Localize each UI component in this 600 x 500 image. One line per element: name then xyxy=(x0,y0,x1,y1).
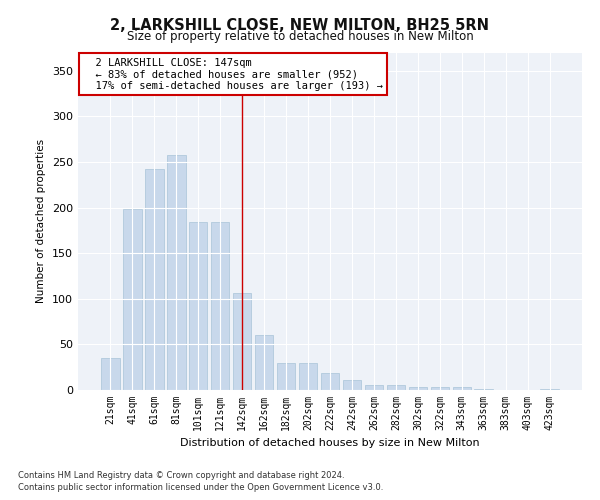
Text: Contains HM Land Registry data © Crown copyright and database right 2024.: Contains HM Land Registry data © Crown c… xyxy=(18,470,344,480)
Bar xyxy=(452,388,471,390)
Bar xyxy=(233,294,251,390)
Bar xyxy=(167,154,185,390)
Bar xyxy=(189,222,208,390)
Y-axis label: Number of detached properties: Number of detached properties xyxy=(37,139,46,304)
X-axis label: Distribution of detached houses by size in New Milton: Distribution of detached houses by size … xyxy=(180,438,480,448)
Text: Size of property relative to detached houses in New Milton: Size of property relative to detached ho… xyxy=(127,30,473,43)
Bar xyxy=(299,362,317,390)
Bar xyxy=(475,389,493,390)
Bar xyxy=(386,384,405,390)
Bar xyxy=(343,380,361,390)
Text: 2 LARKSHILL CLOSE: 147sqm
  ← 83% of detached houses are smaller (952)
  17% of : 2 LARKSHILL CLOSE: 147sqm ← 83% of detac… xyxy=(83,58,383,91)
Bar xyxy=(409,388,427,390)
Bar xyxy=(431,388,449,390)
Bar xyxy=(255,336,274,390)
Bar xyxy=(101,358,119,390)
Bar xyxy=(277,362,295,390)
Text: Contains public sector information licensed under the Open Government Licence v3: Contains public sector information licen… xyxy=(18,483,383,492)
Bar xyxy=(320,372,340,390)
Bar xyxy=(123,210,142,390)
Bar xyxy=(211,222,229,390)
Text: 2, LARKSHILL CLOSE, NEW MILTON, BH25 5RN: 2, LARKSHILL CLOSE, NEW MILTON, BH25 5RN xyxy=(110,18,490,32)
Bar xyxy=(365,384,383,390)
Bar xyxy=(541,389,559,390)
Bar xyxy=(145,170,164,390)
